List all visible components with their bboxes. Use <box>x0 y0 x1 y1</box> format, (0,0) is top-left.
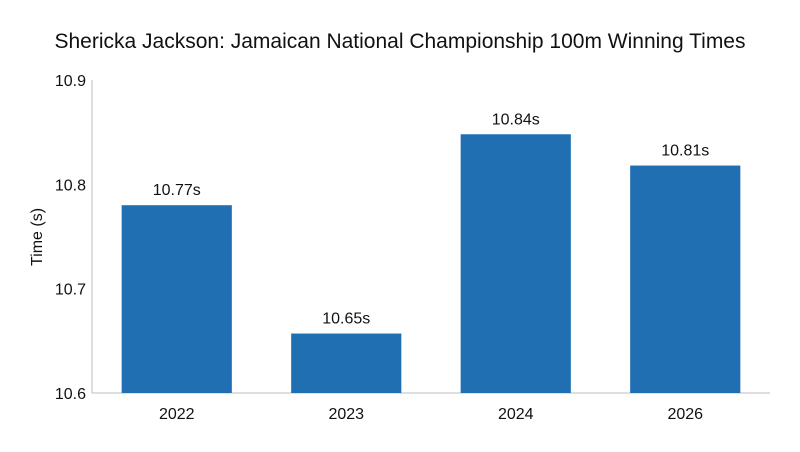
y-tick-label: 10.8 <box>55 177 86 194</box>
y-axis-ticks: 10.6 10.7 10.8 10.9 <box>55 73 86 403</box>
x-tick-label-2026: 2026 <box>667 406 703 423</box>
bar-2024 <box>460 134 571 393</box>
data-labels: 10.77s 10.65s 10.84s 10.81s <box>153 111 710 327</box>
y-tick-label: 10.9 <box>55 73 86 90</box>
bar-2022 <box>121 205 232 393</box>
x-tick-label-2024: 2024 <box>498 406 534 423</box>
plot-area: 10.6 10.7 10.8 10.9 10.77s 10.65s 10.84s 10.81… <box>55 73 770 423</box>
chart-title: Shericka Jackson: Jamaican National Cham… <box>55 30 746 53</box>
data-label-2023: 10.65s <box>322 311 370 328</box>
y-tick-label: 10.7 <box>55 282 86 299</box>
bar-2026 <box>630 165 741 393</box>
bars <box>121 134 741 393</box>
y-tick-label: 10.6 <box>55 386 86 403</box>
x-tick-label-2022: 2022 <box>159 406 195 423</box>
x-tick-label-2023: 2023 <box>328 406 364 423</box>
data-label-2022: 10.77s <box>153 182 201 199</box>
data-label-2024: 10.84s <box>492 111 540 128</box>
y-axis-label: Time (s) <box>29 208 46 266</box>
x-axis-ticks: 2022 2023 2024 2026 <box>159 406 703 423</box>
data-label-2026: 10.81s <box>661 143 709 160</box>
bar-2023 <box>291 333 402 393</box>
